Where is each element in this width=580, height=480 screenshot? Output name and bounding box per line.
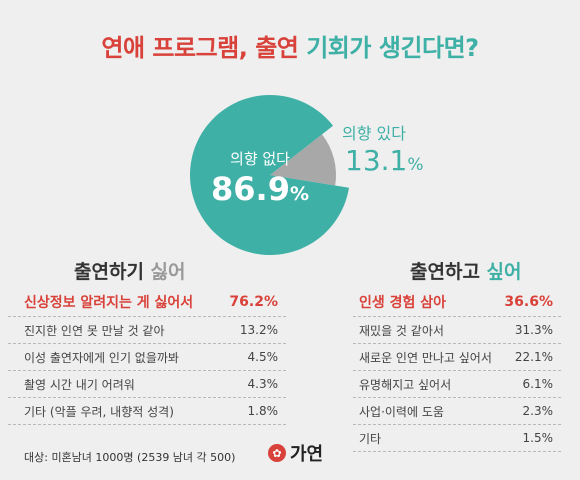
list-item: 이성 출연자에게 인기 없을까봐 4.5% — [8, 344, 286, 371]
left-heading-accent: 싫어 — [150, 261, 186, 283]
slice-value-yes: 13.1% — [345, 144, 424, 177]
right-heading-main: 출연하고 — [410, 261, 487, 283]
title-part-1: 연애 프로그램, — [101, 34, 248, 62]
item-value: 2.3% — [522, 404, 554, 418]
item-label: 기타 (악플 우려, 내향적 성격) — [24, 404, 174, 419]
list-item: 인생 경험 삼아 36.6% — [353, 288, 561, 317]
item-label: 사업·이력에 도움 — [359, 404, 444, 419]
right-column-heading: 출연하고 싶어 — [410, 257, 522, 284]
item-label: 촬영 시간 내기 어려워 — [24, 377, 135, 392]
left-heading-main: 출연하기 — [74, 261, 151, 283]
list-item: 재밌을 것 같아서 31.3% — [353, 317, 561, 344]
gayeon-logo-icon: ✿ — [268, 444, 286, 462]
item-label: 이성 출연자에게 인기 없을까봐 — [24, 350, 179, 365]
pie-slice-yes — [270, 134, 337, 186]
brand-logo: ✿ 가연 — [268, 440, 323, 466]
item-value: 6.1% — [522, 377, 554, 391]
reasons-yes-list: 인생 경험 삼아 36.6% 재밌을 것 같아서 31.3% 새로운 인연 만나고 … — [353, 288, 561, 452]
title-part-3: 기회 — [298, 34, 350, 62]
slice-label-no: 의향 없다 — [230, 150, 290, 168]
item-value: 76.2% — [229, 294, 278, 310]
item-label: 새로운 인연 만나고 싶어서 — [359, 350, 492, 365]
reasons-not-list: 신상정보 알려지는 게 싫어서 76.2% 진지한 인연 못 만날 것 같아 13.… — [8, 288, 286, 425]
item-value: 4.3% — [247, 377, 279, 391]
item-label: 재밌을 것 같아서 — [359, 323, 444, 338]
left-column-heading: 출연하기 싫어 — [74, 257, 186, 284]
pie-slice-no — [190, 94, 349, 255]
item-value: 1.5% — [522, 431, 554, 445]
item-label: 진지한 인연 못 만날 것 같아 — [24, 323, 165, 338]
item-value: 31.3% — [514, 323, 553, 337]
title-part-2: 출연 — [247, 34, 299, 62]
list-item: 진지한 인연 못 만날 것 같아 13.2% — [8, 317, 286, 344]
item-value: 13.2% — [239, 323, 278, 337]
item-label: 신상정보 알려지는 게 싫어서 — [24, 295, 194, 311]
list-item: 촬영 시간 내기 어려워 4.3% — [8, 371, 286, 398]
slice-value-no: 86.9% — [205, 170, 315, 208]
logo-text: 가연 — [290, 444, 324, 465]
slice-value-no-unit: % — [289, 183, 309, 205]
item-label: 인생 경험 삼아 — [359, 295, 447, 311]
list-item: 기타 (악플 우려, 내향적 성격) 1.8% — [8, 398, 286, 425]
item-value: 1.8% — [247, 404, 279, 418]
slice-label-yes: 의향 있다 — [342, 124, 406, 143]
slice-value-no-number: 86.9 — [211, 170, 290, 208]
list-item: 신상정보 알려지는 게 싫어서 76.2% — [8, 288, 286, 317]
item-label: 유명해지고 싶어서 — [359, 377, 452, 392]
pie-chart — [190, 94, 349, 255]
list-item: 기타 1.5% — [353, 425, 561, 452]
item-label: 기타 — [359, 431, 382, 446]
right-heading-accent: 싶어 — [486, 261, 522, 283]
item-value: 22.1% — [514, 350, 553, 364]
footnote: 대상: 미혼남녀 1000명 (2539 남녀 각 500) — [24, 451, 236, 464]
item-value: 36.6% — [504, 294, 553, 310]
slice-value-yes-unit: % — [407, 155, 424, 175]
list-item: 사업·이력에 도움 2.3% — [353, 398, 561, 425]
slice-value-yes-number: 13.1 — [345, 144, 408, 177]
chart-title: 연애 프로그램, 출연 기회가 생긴다면? — [0, 28, 580, 63]
list-item: 새로운 인연 만나고 싶어서 22.1% — [353, 344, 561, 371]
title-part-4: 가 생긴다면? — [349, 34, 479, 62]
list-item: 유명해지고 싶어서 6.1% — [353, 371, 561, 398]
item-value: 4.5% — [247, 350, 279, 364]
